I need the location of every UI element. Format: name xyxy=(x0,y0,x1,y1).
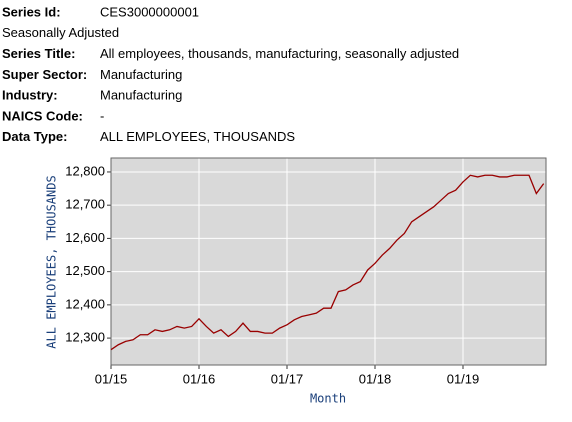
field-label: Series Title: xyxy=(2,46,75,61)
y-tick-label: 12,800 xyxy=(65,163,105,178)
x-tick-label: 01/18 xyxy=(359,371,392,386)
field-value: - xyxy=(100,108,104,123)
x-tick-label: 01/15 xyxy=(95,371,128,386)
x-axis-title: Month xyxy=(310,392,346,406)
field-value: All employees, thousands, manufacturing,… xyxy=(100,46,459,61)
field-value: CES3000000001 xyxy=(100,4,199,19)
plot-border xyxy=(110,157,547,366)
y-tick-label: 12,700 xyxy=(65,197,105,212)
field-label: NAICS Code: xyxy=(2,108,83,123)
y-tick-label: 12,300 xyxy=(65,330,105,345)
field-label: Industry: xyxy=(2,88,58,103)
y-tick-label: 12,400 xyxy=(65,296,105,311)
field-value: ALL EMPLOYEES, THOUSANDS xyxy=(100,129,295,144)
field-value: Manufacturing xyxy=(100,67,182,82)
field-value: Manufacturing xyxy=(100,88,182,103)
field-label: Super Sector: xyxy=(2,67,87,82)
data-line xyxy=(110,174,545,351)
y-tick-label: 12,500 xyxy=(65,263,105,278)
x-tick-label: 01/19 xyxy=(447,371,480,386)
x-tick-label: 01/16 xyxy=(183,371,216,386)
y-tick-label: 12,600 xyxy=(65,230,105,245)
field-label: Data Type: xyxy=(2,129,68,144)
plot-area xyxy=(110,157,547,366)
x-tick-label: 01/17 xyxy=(271,371,304,386)
field-label: Series Id: xyxy=(2,4,61,19)
y-axis-title: ALL EMPLOYEES, THOUSANDS xyxy=(45,175,59,348)
field-value: Seasonally Adjusted xyxy=(2,25,119,40)
